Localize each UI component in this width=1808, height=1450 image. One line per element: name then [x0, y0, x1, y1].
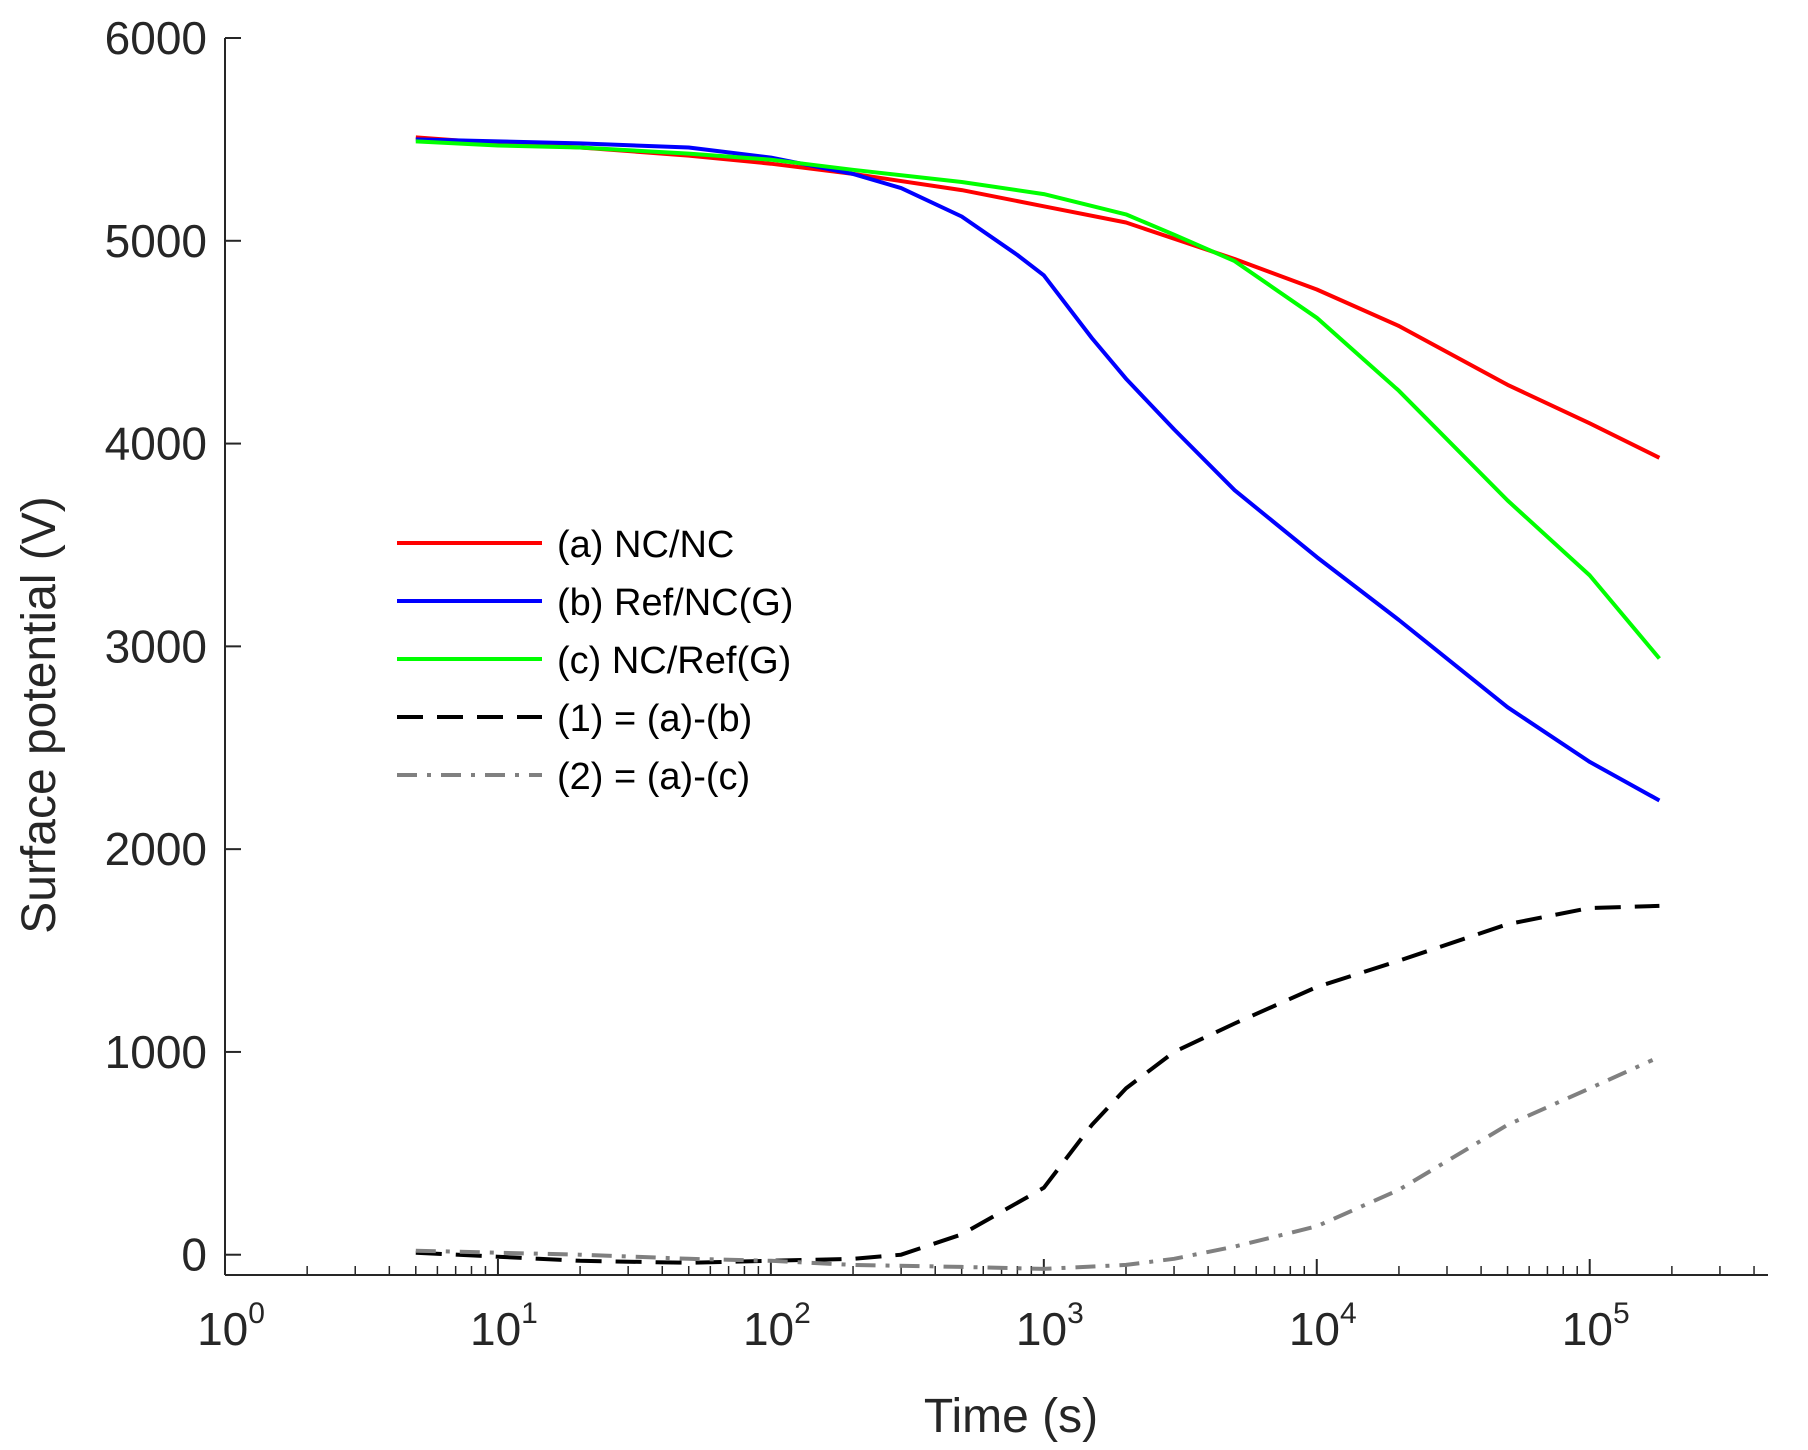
legend-label-3: (c) NC/Ref(G)	[557, 640, 791, 682]
y-tick-label: 2000	[105, 823, 207, 875]
series-line-3	[415, 139, 1661, 660]
x-tick-label: 105	[1562, 1297, 1630, 1355]
x-tick-label: 102	[743, 1297, 811, 1355]
x-tick-label: 100	[197, 1297, 265, 1355]
series-line-4	[415, 903, 1660, 1265]
x-tick-label: 104	[1289, 1297, 1357, 1355]
x-axis-title: Time (s)	[924, 1390, 1098, 1443]
x-tick-label: 101	[470, 1297, 538, 1355]
legend-label-4: (1) = (a)-(b)	[557, 698, 752, 740]
series-line-5	[415, 1058, 1654, 1271]
legend-label-1: (a) NC/NC	[557, 524, 734, 566]
y-axis-title: Surface potential (V)	[13, 496, 66, 934]
legend-label-2: (b) Ref/NC(G)	[557, 582, 793, 624]
y-tick-label: 6000	[105, 12, 207, 64]
legend: (a) NC/NC (b) Ref/NC(G) (c) NC/Ref(G) (1) =…	[397, 524, 793, 798]
y-tick-label: 1000	[105, 1026, 207, 1078]
axes: 0 1000 2000 3000 4000 5000 6000 100 101 102 103 104…	[105, 12, 1768, 1355]
y-tick-label: 0	[181, 1229, 207, 1281]
x-tick-label: 103	[1016, 1297, 1084, 1355]
y-tick-label: 3000	[105, 620, 207, 672]
y-tick-label: 4000	[105, 418, 207, 470]
legend-label-5: (2) = (a)-(c)	[557, 756, 750, 798]
y-tick-label: 5000	[105, 215, 207, 267]
series-layer	[415, 135, 1661, 1271]
series-line-2	[415, 137, 1661, 803]
